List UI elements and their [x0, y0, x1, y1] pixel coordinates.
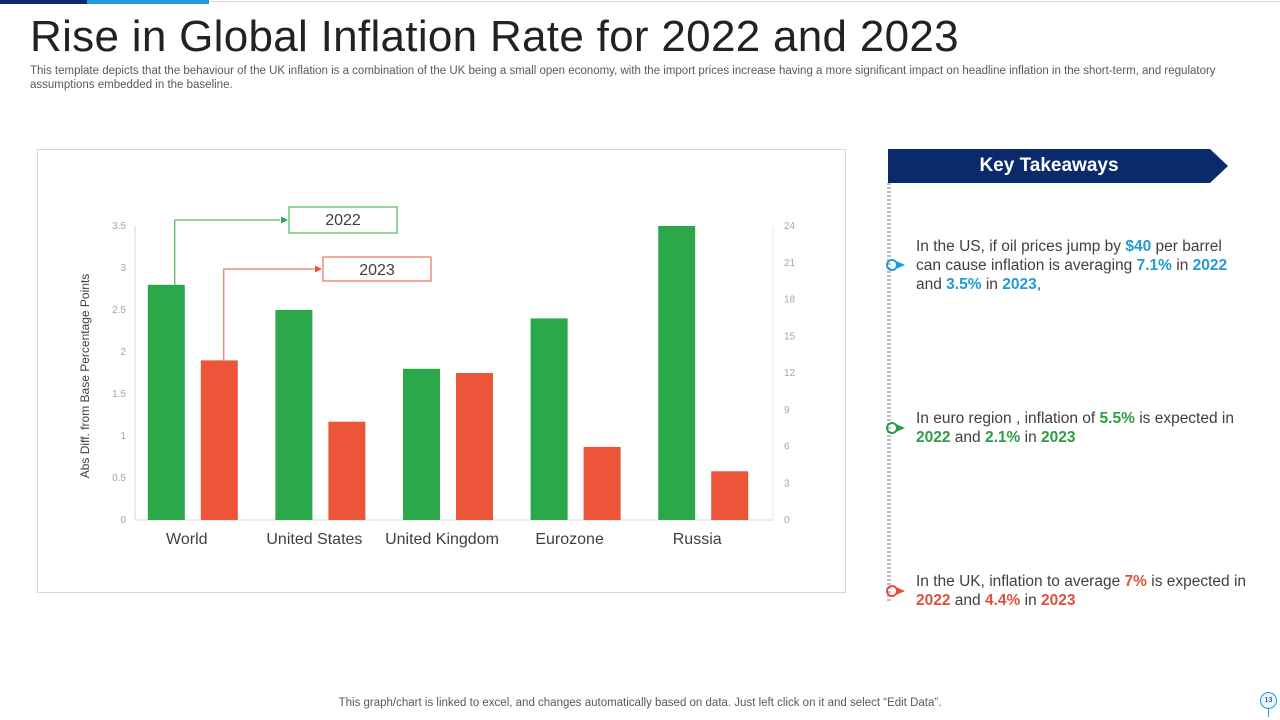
takeaway-text: in [1020, 592, 1041, 609]
takeaway-uk: In the UK, inflation to average 7% is ex… [916, 572, 1251, 610]
legend-label-2022: 2022 [325, 212, 361, 229]
takeaway-text: and [916, 276, 947, 293]
y-tick-label: 2 [120, 347, 126, 358]
key-takeaways-header: Key Takeaways [888, 149, 1228, 183]
page-title: Rise in Global Inflation Rate for 2022 a… [30, 12, 959, 61]
highlight-value: 2022 [1192, 257, 1228, 274]
takeaway-text: is expected in [1146, 573, 1247, 590]
chart-frame[interactable]: 0 0.5 1 1.5 2 2.5 3 3.5 0 3 6 9 12 15 18 21 24 Abs Diff. … [37, 149, 846, 593]
bar-2023-united-states [328, 421, 366, 520]
bar-chart[interactable]: 0 0.5 1 1.5 2 2.5 3 3.5 0 3 6 9 12 15 18 21 24 Abs Diff. … [38, 150, 847, 594]
highlight-value: 4.4% [984, 592, 1021, 609]
y-axis-title: Abs Diff. from Base Percentage Points [78, 274, 92, 479]
arrow-marker-icon-2 [884, 420, 906, 436]
highlight-value: 7% [1124, 573, 1147, 590]
takeaway-text: and [950, 429, 985, 446]
takeaway-text: In the UK, inflation to average [916, 573, 1125, 590]
takeaway-euro: In euro region , inflation of 5.5% is ex… [916, 409, 1251, 447]
bar-2023-world [200, 360, 238, 520]
y2-tick-label: 3 [784, 478, 790, 489]
takeaway-text: In the US, if oil prices jump by [916, 238, 1126, 255]
x-tick-label: United Kingdom [385, 531, 499, 548]
highlight-value: 2.1% [984, 429, 1021, 446]
bar-2022-united-states [275, 310, 313, 520]
takeaway-text: in [1171, 257, 1193, 274]
highlight-value: 3.5% [946, 276, 982, 293]
page-number-badge: 13 [1260, 692, 1277, 709]
y2-tick-label: 15 [784, 331, 796, 342]
top-accent-bar-light [87, 0, 209, 4]
takeaway-text: in [1020, 429, 1041, 446]
legend-leader-2023 [223, 268, 315, 361]
y-tick-label: 3.5 [112, 221, 126, 232]
y-tick-label: 2.5 [112, 305, 126, 316]
x-tick-label: Russia [673, 531, 722, 548]
legend-label-2023: 2023 [359, 262, 395, 279]
x-tick-label: United States [266, 531, 362, 548]
legend-arrow-2023 [315, 265, 322, 273]
takeaway-text: In euro region , inflation of [916, 410, 1100, 427]
arrow-marker-icon-1 [884, 257, 906, 273]
footer-note: This graph/chart is linked to excel, and… [338, 697, 942, 709]
takeaway-text: and [950, 592, 985, 609]
legend-box-2023 [322, 256, 432, 282]
highlight-value: 2023 [1041, 592, 1076, 609]
takeaway-text: in [981, 276, 1003, 293]
y2-tick-label: 9 [784, 405, 790, 416]
y-tick-label: 0 [120, 515, 126, 526]
arrow-marker-icon-3 [884, 583, 906, 599]
y-tick-label: 1.5 [112, 389, 126, 400]
y2-tick-label: 24 [784, 221, 796, 232]
bar-2023-eurozone [583, 446, 621, 520]
page-number-stem [1268, 709, 1269, 717]
takeaway-text: per barrel can cause inflation is averag… [916, 238, 1222, 274]
x-tick-label: World [166, 531, 208, 548]
y2-tick-label: 21 [784, 258, 796, 269]
y-tick-label: 3 [120, 263, 126, 274]
page-subtitle: This template depicts that the behaviour… [30, 65, 1216, 91]
top-rule [209, 1, 1280, 2]
takeaway-text: is expected in [1134, 410, 1234, 427]
bar-2022-united-kingdom [403, 368, 440, 520]
highlight-value: 2023 [1002, 276, 1037, 293]
y2-tick-label: 18 [784, 295, 796, 306]
highlight-value: 2022 [916, 592, 951, 609]
bar-2023-united-kingdom [456, 373, 493, 520]
top-accent-bar-dark [0, 0, 87, 4]
x-tick-label: Eurozone [535, 531, 604, 548]
legend-box-2022 [288, 206, 398, 234]
highlight-value: 5.5% [1099, 410, 1135, 427]
takeaway-text: , [1036, 276, 1041, 293]
highlight-value: 2022 [916, 429, 951, 446]
takeaways-timeline [887, 183, 891, 603]
takeaway-us: In the US, if oil prices jump by $40 per… [916, 237, 1251, 294]
y2-tick-label: 0 [784, 515, 790, 526]
y-tick-label: 0.5 [112, 473, 126, 484]
y-tick-label: 1 [120, 431, 126, 442]
highlight-value: $40 [1125, 238, 1152, 255]
y2-tick-label: 12 [784, 368, 796, 379]
bar-2022-eurozone [530, 318, 568, 520]
legend-leader-2022 [174, 219, 280, 285]
bar-2022-world [147, 284, 185, 520]
legend-arrow-2022 [281, 216, 288, 224]
bar-2023-russia [711, 471, 749, 520]
bar-2022-russia [658, 226, 696, 520]
highlight-value: 2023 [1041, 429, 1076, 446]
highlight-value: 7.1% [1136, 257, 1172, 274]
y2-tick-label: 6 [784, 442, 790, 453]
